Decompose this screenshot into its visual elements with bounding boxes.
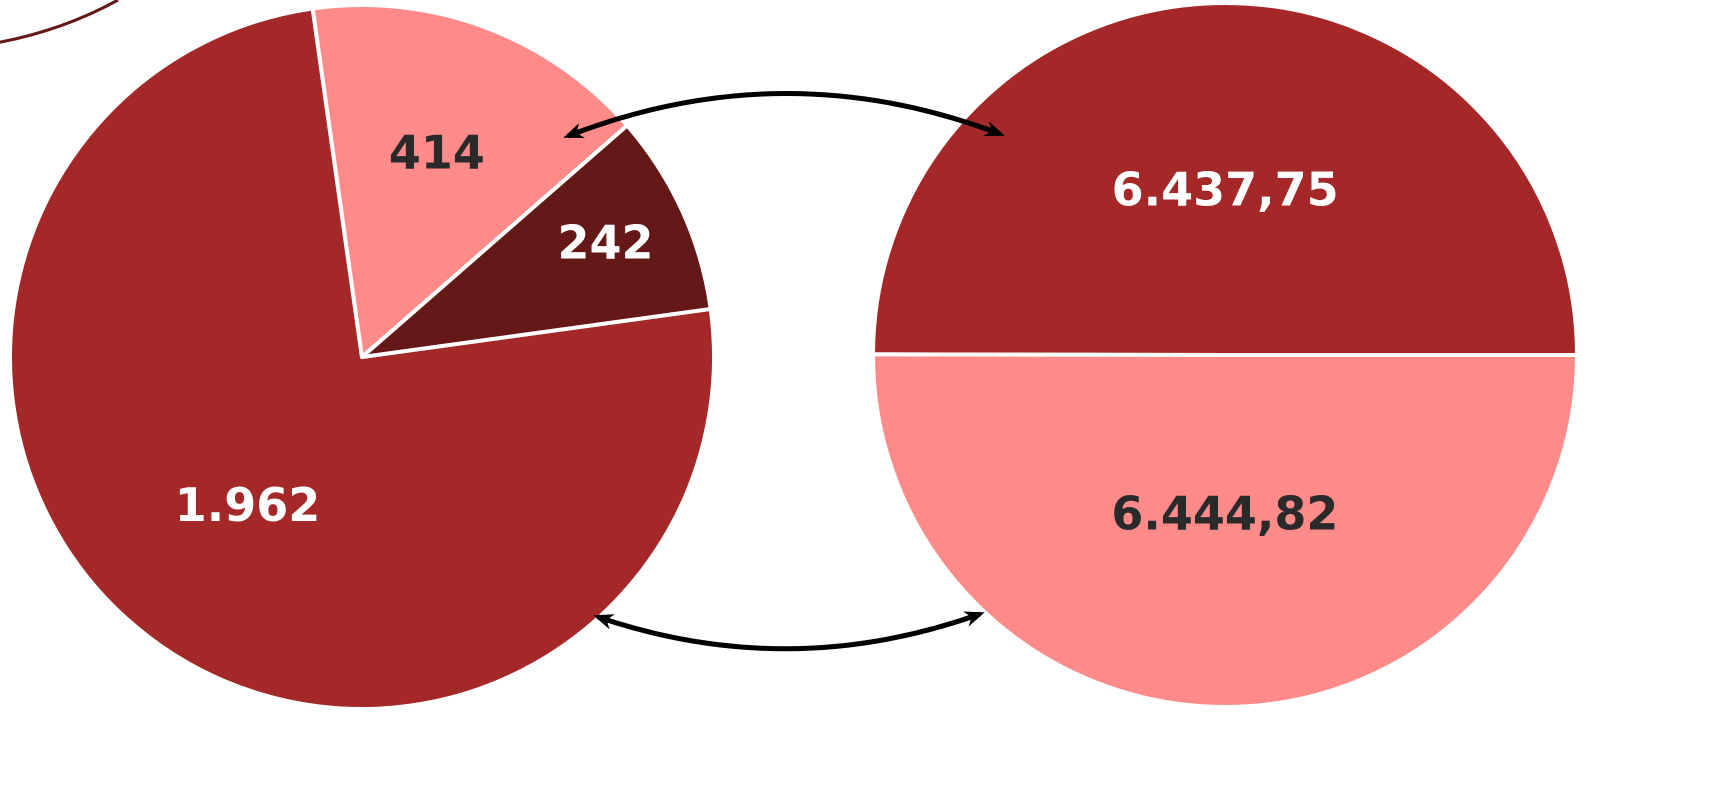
bottom-connector-arrow <box>593 611 985 652</box>
right-pie-label-0: 6.437,75 <box>1112 163 1339 217</box>
right-pie-label-1: 6.444,82 <box>1111 486 1338 540</box>
left-pie-label-2: 242 <box>557 216 653 270</box>
left-pie-label-0: 1.962 <box>175 478 321 532</box>
left-pie-slice-1 <box>310 3 630 359</box>
right-pie-slice-1 <box>871 352 1579 710</box>
connector-arrows <box>563 91 1005 652</box>
partial-arc-decoration <box>0 0 119 44</box>
left-pie-label-1: 414 <box>389 125 485 179</box>
top-connector-arrow <box>563 91 1005 139</box>
left-pie: 1.962 414 242 <box>8 3 716 711</box>
right-pie-slice-0 <box>871 1 1579 357</box>
right-pie: 6.437,75 6.444,82 <box>871 1 1579 710</box>
